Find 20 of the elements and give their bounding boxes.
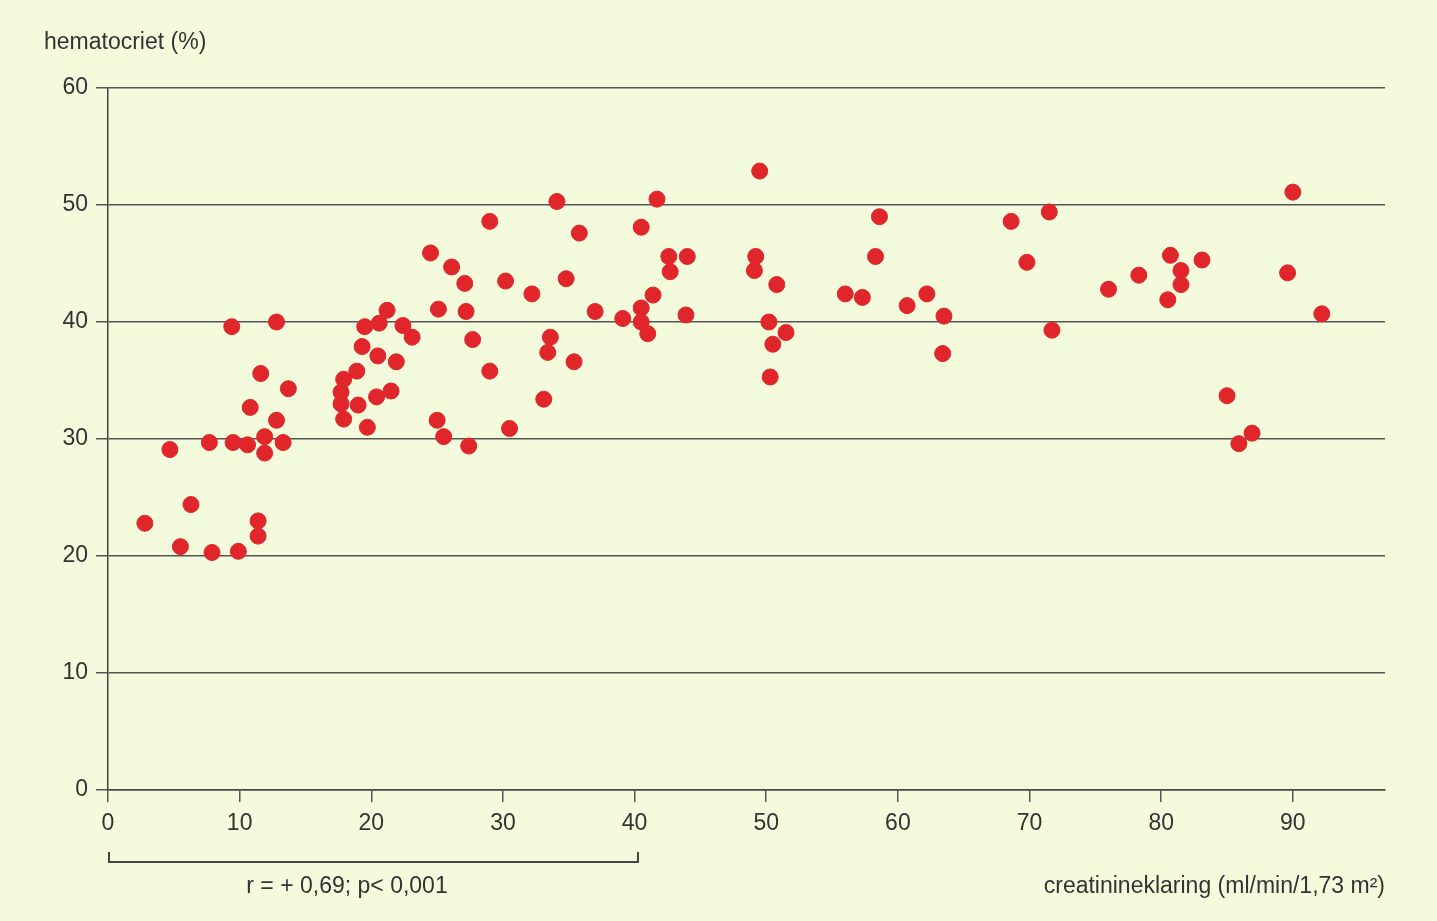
x-tick-label: 50 <box>753 809 780 836</box>
x-tick-label: 70 <box>1016 809 1043 836</box>
y-tick-label: 60 <box>62 73 88 100</box>
y-tick-label: 0 <box>75 775 88 802</box>
y-tick-label: 50 <box>62 190 88 217</box>
x-tick-label: 20 <box>358 809 385 836</box>
x-tick-label: 90 <box>1280 809 1306 836</box>
x-tick-label: 40 <box>621 809 648 836</box>
y-tick-label: 40 <box>62 307 88 334</box>
x-tick-label: 10 <box>226 809 253 836</box>
y-tick-label: 30 <box>62 424 88 451</box>
text: r = + 0,69; p< 0,001 <box>246 872 448 899</box>
y-tick-label: 10 <box>62 658 88 685</box>
y-tick-label: 20 <box>62 541 88 568</box>
x-tick-label: 0 <box>101 809 115 836</box>
y-axis-title: hematocriet (%) <box>44 28 207 55</box>
x-tick-label: 80 <box>1148 809 1174 836</box>
x-axis-title: creatinineklaring (ml/min/1,73 m²) <box>1043 872 1385 899</box>
x-tick-label: 30 <box>490 809 516 836</box>
x-tick-label: 60 <box>885 809 911 836</box>
